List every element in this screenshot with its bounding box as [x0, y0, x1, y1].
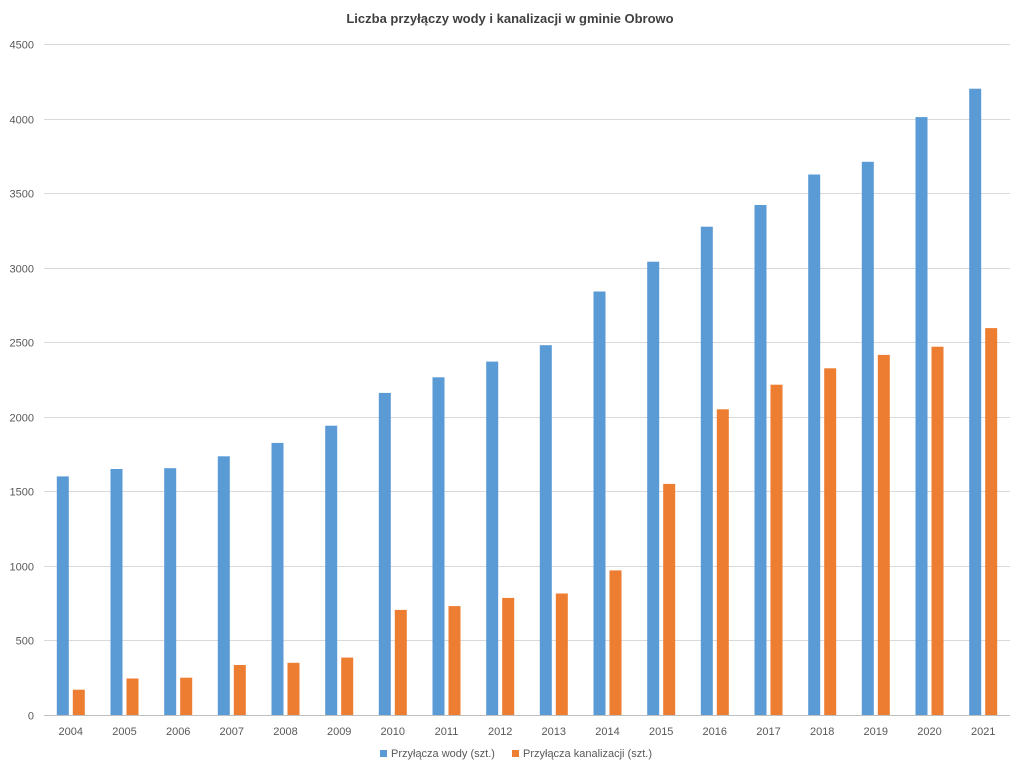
x-tick-label: 2009 — [327, 726, 351, 738]
bar-water-connections — [754, 205, 767, 715]
chart-title: Liczba przyłączy wody i kanalizacji w gm… — [346, 11, 673, 26]
y-tick-label: 1000 — [10, 562, 34, 574]
bar-water-connections — [325, 425, 338, 715]
x-tick-label: 2015 — [649, 726, 673, 738]
y-tick-label: 0 — [28, 711, 34, 723]
bar-water-connections — [539, 345, 552, 715]
x-tick-label: 2012 — [488, 726, 512, 738]
y-tick-label: 2000 — [10, 413, 34, 425]
bar-water-connections — [593, 291, 606, 715]
bars — [56, 88, 998, 716]
bar-sewer-connections — [341, 657, 354, 715]
legend-swatch-water — [380, 750, 387, 757]
x-tick-label: 2018 — [810, 726, 834, 738]
bar-sewer-connections — [287, 662, 300, 715]
x-tick-label: 2016 — [703, 726, 727, 738]
bar-sewer-connections — [609, 570, 622, 715]
x-tick-label: 2007 — [220, 726, 244, 738]
x-tick-label: 2010 — [381, 726, 405, 738]
bar-sewer-connections — [931, 346, 944, 715]
y-tick-label: 3500 — [10, 189, 34, 201]
bar-sewer-connections — [985, 328, 998, 715]
bar-sewer-connections — [72, 689, 85, 715]
y-axis-ticks: 0 500 1000 1500 2000 2500 3000 3500 4000 4500 — [10, 40, 34, 723]
x-tick-label: 2008 — [273, 726, 297, 738]
bar-sewer-connections — [233, 665, 246, 715]
bar-water-connections — [110, 469, 123, 715]
bar-water-connections — [700, 226, 713, 715]
bar-sewer-connections — [502, 597, 515, 715]
x-axis-ticks: 2004 2005 2006 2007 2008 2009 2010 2011 2012 2013… — [59, 726, 996, 738]
bar-sewer-connections — [555, 593, 568, 715]
bar-water-connections — [647, 261, 660, 715]
x-tick-label: 2006 — [166, 726, 190, 738]
bar-sewer-connections — [448, 606, 461, 715]
x-tick-label: 2021 — [971, 726, 995, 738]
legend-label-sewer: Przyłącza kanalizacji (szt.) — [523, 748, 652, 760]
y-tick-label: 2500 — [10, 338, 34, 350]
x-tick-label: 2004 — [59, 726, 83, 738]
bar-water-connections — [217, 456, 230, 715]
bar-water-connections — [915, 117, 928, 716]
bar-sewer-connections — [394, 609, 407, 715]
bar-water-connections — [56, 476, 69, 715]
bar-sewer-connections — [126, 678, 139, 715]
x-tick-label: 2013 — [542, 726, 566, 738]
bar-water-connections — [378, 392, 391, 715]
bar-sewer-connections — [663, 483, 676, 715]
gridlines — [44, 44, 1010, 641]
bar-sewer-connections — [824, 368, 837, 715]
bar-water-connections — [969, 88, 982, 715]
x-tick-label: 2020 — [917, 726, 941, 738]
bar-water-connections — [271, 442, 284, 715]
x-tick-label: 2005 — [112, 726, 136, 738]
y-tick-label: 4500 — [10, 40, 34, 52]
y-tick-label: 3000 — [10, 264, 34, 276]
bar-water-connections — [808, 174, 821, 715]
x-tick-label: 2011 — [435, 726, 459, 738]
bar-sewer-connections — [770, 384, 783, 715]
y-tick-label: 4000 — [10, 115, 34, 127]
bar-sewer-connections — [180, 677, 193, 715]
bar-sewer-connections — [716, 409, 729, 715]
bar-water-connections — [861, 161, 874, 716]
legend: Przyłącza wody (szt.) Przyłącza kanalizac… — [380, 748, 652, 760]
x-tick-label: 2014 — [595, 726, 619, 738]
x-tick-label: 2019 — [864, 726, 888, 738]
x-tick-label: 2017 — [756, 726, 780, 738]
legend-label-water: Przyłącza wody (szt.) — [391, 748, 495, 760]
legend-swatch-sewer — [512, 750, 519, 757]
bar-sewer-connections — [877, 354, 890, 715]
bar-water-connections — [164, 468, 177, 715]
bar-water-connections — [432, 377, 445, 715]
y-tick-label: 1500 — [10, 487, 34, 499]
y-tick-label: 500 — [16, 636, 34, 648]
bar-water-connections — [486, 361, 499, 715]
